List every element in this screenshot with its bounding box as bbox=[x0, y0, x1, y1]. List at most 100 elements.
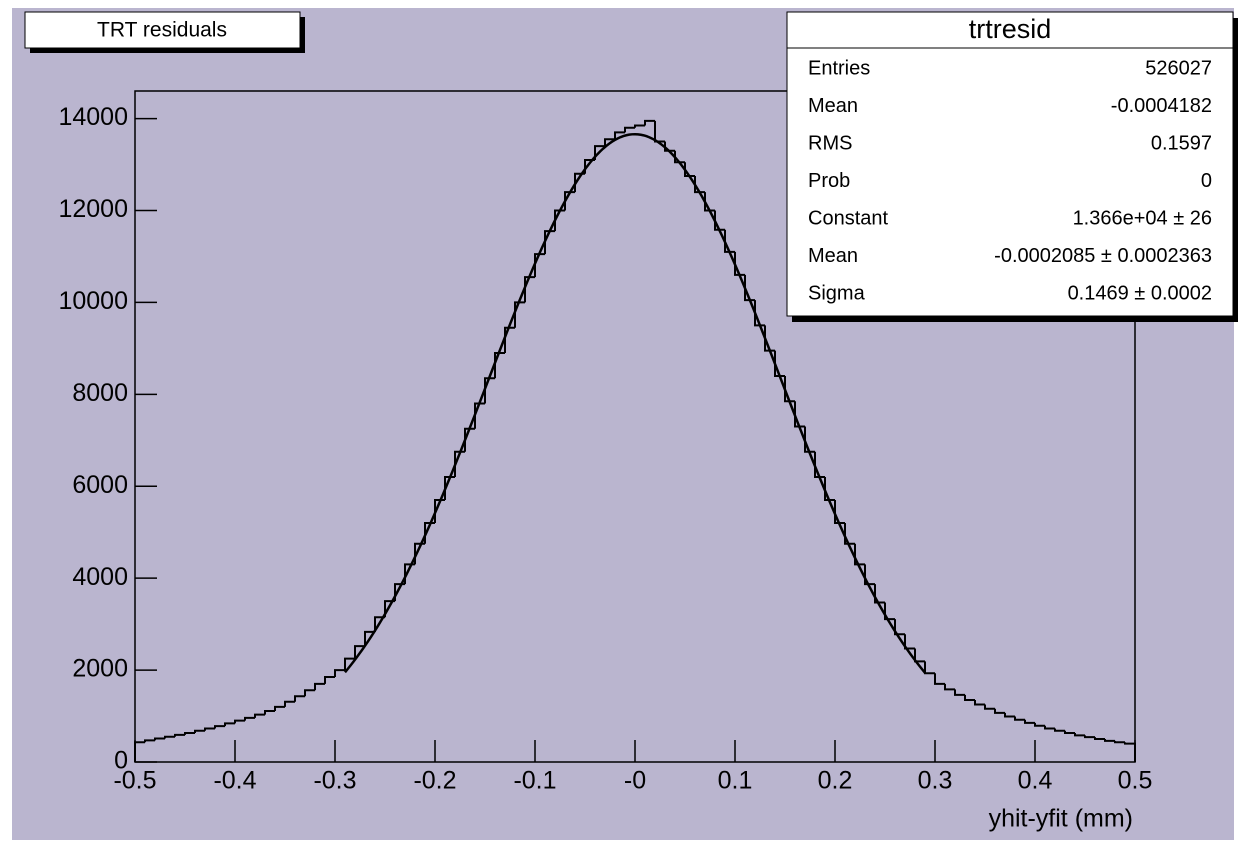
histogram-bin bbox=[954, 689, 965, 696]
histogram-bin bbox=[734, 251, 745, 276]
histogram-bin bbox=[184, 732, 195, 735]
x-tick-label: 0.3 bbox=[918, 767, 953, 795]
histogram-bin bbox=[684, 162, 695, 178]
histogram-bin bbox=[804, 426, 815, 453]
histogram-bin bbox=[1064, 730, 1075, 735]
stats-value: 0.1469 ± 0.0002 bbox=[1068, 282, 1212, 304]
histogram-bin bbox=[624, 126, 635, 133]
y-tick-label: 14000 bbox=[58, 103, 128, 131]
histogram-bin bbox=[1014, 716, 1025, 721]
y-tick-label: 8000 bbox=[72, 379, 128, 407]
stats-value: 1.366e+04 ± 26 bbox=[1073, 207, 1212, 229]
histogram-bin bbox=[174, 733, 185, 737]
histogram-bin bbox=[674, 150, 685, 164]
histogram-bin bbox=[134, 741, 145, 762]
histogram-bin bbox=[614, 131, 625, 140]
stats-name: Entries bbox=[808, 57, 870, 79]
x-tick-label: -0 bbox=[624, 767, 646, 795]
stats-value: -0.0002085 ± 0.0002363 bbox=[994, 245, 1212, 267]
histogram-bin bbox=[474, 402, 485, 429]
histogram-bin bbox=[794, 401, 805, 428]
histogram-bin bbox=[354, 645, 365, 659]
histogram-bin bbox=[264, 709, 275, 715]
stats-panel bbox=[786, 11, 1234, 317]
x-tick-label: -0.3 bbox=[313, 767, 356, 795]
histogram-bin bbox=[884, 602, 895, 621]
histogram-bin bbox=[714, 210, 725, 231]
x-tick-label: -0.5 bbox=[113, 767, 156, 795]
histogram-bin bbox=[994, 708, 1005, 714]
y-tick-label: 10000 bbox=[58, 287, 128, 315]
histogram-bin bbox=[1094, 737, 1105, 741]
histogram-bin bbox=[944, 683, 955, 691]
title-box bbox=[24, 11, 301, 49]
histogram-bin bbox=[754, 300, 765, 327]
stats-name: Sigma bbox=[808, 282, 866, 304]
histogram-bin bbox=[1044, 725, 1055, 730]
y-tick-label: 4000 bbox=[72, 563, 128, 591]
histogram-bin bbox=[934, 673, 945, 685]
histogram-bin bbox=[704, 192, 715, 212]
histogram-bin bbox=[1114, 740, 1125, 744]
stats-value: 0.1597 bbox=[1151, 132, 1212, 154]
stats-box: trtresid Entries 526027 Mean -0.0004182 RMS 0… bbox=[786, 11, 1238, 322]
histogram-bin bbox=[1084, 735, 1095, 739]
x-axis-label: yhit-yfit (mm) bbox=[989, 805, 1133, 833]
histogram-bin bbox=[764, 325, 775, 352]
histogram-bin bbox=[494, 351, 505, 379]
y-tick-label: 12000 bbox=[58, 195, 128, 223]
x-tick-label: -0.4 bbox=[213, 767, 256, 795]
x-tick-label: -0.2 bbox=[413, 767, 456, 795]
y-tick-label: 2000 bbox=[72, 655, 128, 683]
histogram-bin bbox=[364, 630, 375, 647]
histogram-bin bbox=[604, 138, 615, 147]
histogram-bin bbox=[724, 229, 735, 253]
histogram-bin bbox=[1074, 733, 1085, 737]
histogram-bin bbox=[974, 699, 985, 706]
histogram-bin bbox=[824, 477, 835, 502]
histogram-bin bbox=[854, 543, 865, 566]
histogram-bin bbox=[204, 727, 215, 731]
x-tick-label: -0.1 bbox=[513, 767, 556, 795]
histogram-bin bbox=[964, 694, 975, 701]
histogram-bin bbox=[314, 682, 325, 691]
histogram-bin bbox=[874, 584, 885, 604]
histogram-bin bbox=[774, 350, 785, 377]
histogram-bin bbox=[634, 124, 645, 128]
histogram-bin bbox=[234, 719, 245, 724]
histogram-bin bbox=[694, 176, 705, 194]
histogram-bin bbox=[1104, 739, 1115, 742]
histogram-bin bbox=[284, 700, 295, 707]
histogram-bin bbox=[464, 427, 475, 452]
x-tick-label: 0.5 bbox=[1118, 767, 1153, 795]
histogram-bin bbox=[324, 675, 335, 684]
histogram-bin bbox=[144, 739, 155, 743]
x-tick-label: 0.1 bbox=[718, 767, 753, 795]
stats-name: Mean bbox=[808, 245, 858, 267]
histogram-bin bbox=[514, 301, 525, 328]
x-tick-label: 0.4 bbox=[1018, 767, 1053, 795]
chart-title: TRT residuals bbox=[97, 19, 227, 42]
stats-value: -0.0004182 bbox=[1111, 95, 1212, 117]
stats-value: 0 bbox=[1201, 170, 1212, 192]
histogram-bin bbox=[304, 689, 315, 697]
histogram-bin bbox=[864, 564, 875, 586]
histogram-bin bbox=[924, 661, 935, 675]
histogram-bin bbox=[274, 705, 285, 711]
histogram-bin bbox=[334, 669, 345, 677]
histogram-bin bbox=[534, 253, 545, 278]
histogram-bin bbox=[1004, 712, 1015, 718]
histogram-bin bbox=[374, 616, 385, 632]
y-tick-label: 0 bbox=[114, 747, 128, 775]
histogram-bin bbox=[784, 375, 795, 403]
y-tick-label: 6000 bbox=[72, 471, 128, 499]
histogram-bin bbox=[294, 695, 305, 702]
histogram-bin bbox=[894, 619, 905, 636]
histogram-bin bbox=[344, 657, 355, 671]
stats-title: trtresid bbox=[969, 14, 1052, 44]
stats-name: Constant bbox=[808, 207, 888, 229]
histogram-bin bbox=[504, 326, 515, 353]
histogram-bin bbox=[644, 119, 655, 126]
histogram-bin bbox=[224, 722, 235, 727]
